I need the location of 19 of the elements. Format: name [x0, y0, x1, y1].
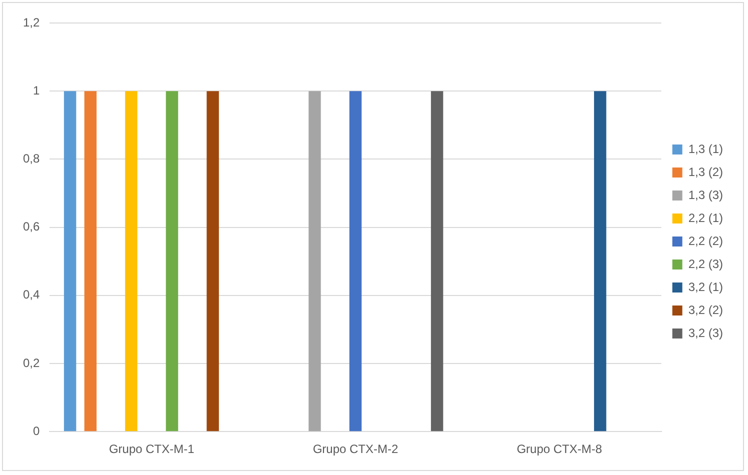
legend-label: 3,2 (3) [688, 326, 724, 340]
y-tick-label: 0,2 [22, 356, 40, 370]
x-tick-label: Grupo CTX-M-1 [108, 442, 195, 456]
legend-label: 1,3 (3) [688, 188, 724, 202]
legend-label: 3,2 (2) [688, 302, 724, 317]
legend-label: 2,2 (1) [688, 210, 724, 225]
legend-label: 2,2 (3) [688, 256, 724, 271]
x-tick-label: Grupo CTX-M-8 [516, 442, 602, 456]
legend-label: 2,2 (2) [688, 234, 724, 248]
y-tick-label: 1 [32, 83, 40, 98]
legend-label: 3,2 (1) [688, 280, 724, 294]
y-tick-label: 0,6 [22, 220, 40, 234]
legend-label: 1,3 (2) [688, 164, 724, 179]
y-tick-label: 0 [32, 424, 40, 438]
legend-label: 1,3 (1) [688, 142, 724, 156]
x-tick-label: Grupo CTX-M-2 [312, 442, 398, 456]
y-tick-label: 0,8 [22, 152, 40, 166]
y-tick-label: 1,2 [22, 15, 40, 30]
y-tick-label: 0,4 [22, 288, 40, 302]
